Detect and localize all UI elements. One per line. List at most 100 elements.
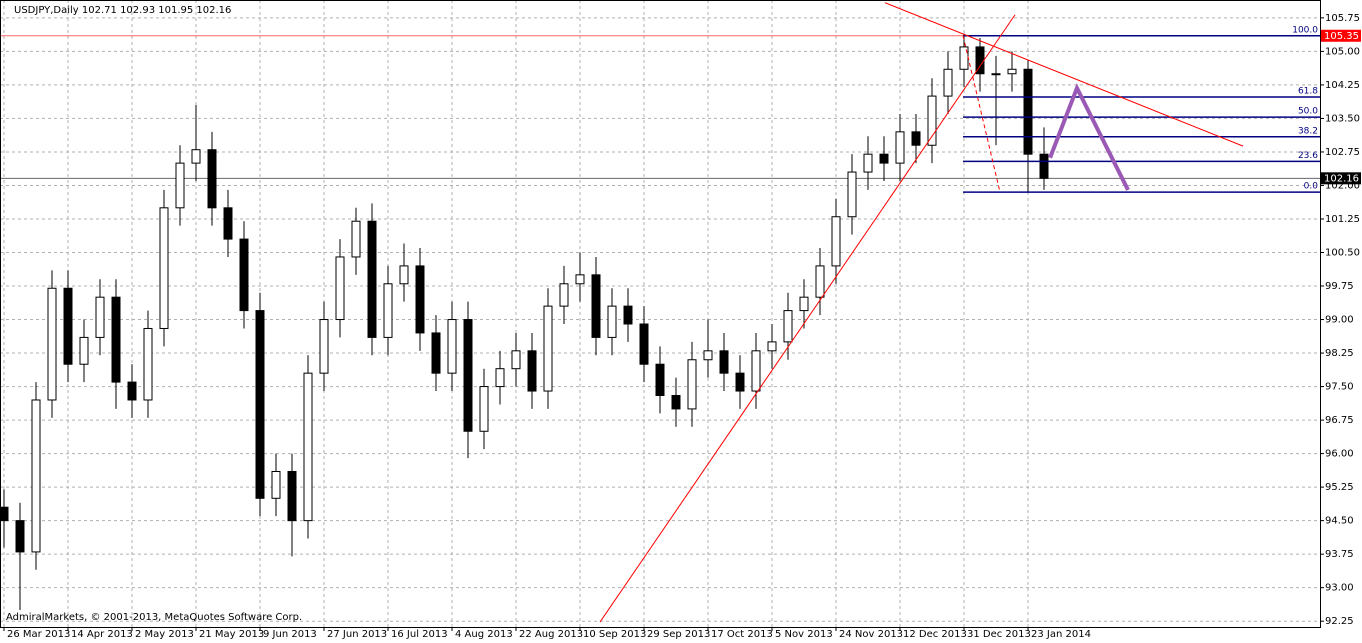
y-tick-label: 94.50	[1325, 516, 1354, 527]
candle-body	[383, 283, 393, 338]
price-label: 105.35	[1324, 31, 1359, 42]
candle-body	[351, 220, 361, 258]
x-tick-label: 17 Oct 2013	[711, 629, 773, 640]
y-tick-label: 93.00	[1325, 583, 1354, 594]
fib-label: 0.0	[1304, 182, 1319, 192]
fib-label: 50.0	[1298, 107, 1318, 117]
candle-body	[255, 310, 265, 499]
candle-body	[1039, 153, 1049, 179]
candle-body	[207, 149, 217, 209]
y-tick-label: 92.25	[1325, 616, 1354, 627]
plot-frame	[0, 0, 1321, 628]
fib-label: 61.8	[1298, 86, 1318, 96]
trend-line	[599, 14, 1016, 623]
candle-body	[511, 350, 521, 370]
candle-body	[303, 372, 313, 522]
y-tick-label: 97.50	[1325, 382, 1354, 393]
candle-body	[863, 153, 873, 173]
y-tick-label: 96.00	[1325, 449, 1354, 460]
y-tick-label: 93.75	[1325, 549, 1354, 560]
candle-body	[559, 283, 569, 307]
candle-body	[175, 162, 185, 209]
candle-body	[783, 310, 793, 343]
candle-body	[335, 256, 345, 321]
candle-body	[607, 305, 617, 338]
y-tick-label: 102.75	[1325, 147, 1360, 158]
candle-body	[415, 265, 425, 334]
candle-body	[271, 470, 281, 499]
fib-label: 23.6	[1298, 151, 1318, 161]
candle-body	[319, 319, 329, 374]
price-label-box	[1321, 29, 1361, 42]
candle-body	[127, 381, 137, 401]
candle-body	[63, 287, 73, 365]
candle-body	[31, 399, 41, 553]
candle-body	[543, 305, 553, 392]
candle-body	[95, 296, 105, 338]
trend-line	[962, 35, 1001, 193]
candle-body	[847, 171, 857, 218]
x-tick-label: 2 May 2013	[135, 629, 194, 640]
watermark: AdmiralMarkets, © 2001-2013, MetaQuotes …	[6, 612, 302, 623]
candle-body	[767, 341, 777, 352]
candle-body	[623, 305, 633, 325]
x-tick-label: 10 Sep 2013	[583, 629, 646, 640]
y-tick-label: 96.75	[1325, 415, 1354, 426]
candle-body	[703, 350, 713, 361]
candle-body	[655, 363, 665, 397]
candle-body	[895, 131, 905, 164]
x-tick-label: 24 Nov 2013	[839, 629, 903, 640]
plot-layer: 100.0 61.8 50.0 38.2 23.6 0.0	[0, 2, 1324, 631]
fib-label: 100.0	[1292, 25, 1318, 35]
y-tick-label: 99.00	[1325, 315, 1354, 326]
candle-body	[639, 323, 649, 365]
x-tick-label: 23 Jan 2014	[1031, 629, 1091, 640]
candle-body	[479, 386, 489, 432]
x-tick-label: 26 Mar 2013	[7, 629, 70, 640]
x-tick-label: 5 Nov 2013	[775, 629, 833, 640]
chart-title: USDJPY,Daily 102.71 102.93 101.95 102.16	[14, 5, 231, 16]
x-tick-label: 31 Dec 2013	[967, 629, 1031, 640]
candle-body	[223, 207, 233, 240]
candle-body	[591, 274, 601, 338]
candle-body	[1023, 68, 1033, 155]
y-tick-label: 98.25	[1325, 348, 1354, 359]
x-tick-label: 12 Dec 2013	[903, 629, 967, 640]
y-tick-label: 100.50	[1325, 247, 1360, 258]
candle-body	[735, 372, 745, 392]
candle-body	[463, 319, 473, 432]
trend-line	[884, 2, 1244, 147]
y-tick-label: 101.25	[1325, 214, 1360, 225]
x-tick-label: 29 Sep 2013	[647, 629, 710, 640]
candle-body	[719, 350, 729, 374]
candle-body	[671, 395, 681, 410]
candle-body	[991, 73, 1001, 76]
candle-body	[367, 220, 377, 338]
candle-body	[47, 287, 57, 401]
candle-body	[575, 274, 585, 285]
y-tick-label: 103.50	[1325, 113, 1360, 124]
candle-body	[751, 350, 761, 392]
candle-body	[239, 238, 249, 312]
y-tick-label: 95.25	[1325, 482, 1354, 493]
candle-body	[495, 368, 505, 388]
x-tick-label: 14 Apr 2013	[71, 629, 133, 640]
candle-body	[1007, 68, 1017, 75]
x-tick-label: 9 Jun 2013	[263, 629, 317, 640]
candle-body	[0, 506, 9, 522]
y-tick-label: 104.25	[1325, 80, 1360, 91]
candle-body	[879, 153, 889, 164]
candle-body	[159, 207, 169, 329]
candle-body	[287, 470, 297, 522]
candle-body	[799, 296, 809, 312]
candle-body	[143, 327, 153, 401]
candle-body	[687, 359, 697, 410]
trend-line	[1048, 83, 1130, 191]
y-tick-label: 102.00	[1325, 180, 1360, 191]
x-tick-label: 4 Aug 2013	[455, 629, 513, 640]
x-tick-label: 22 Aug 2013	[519, 629, 583, 640]
fib-label: 38.2	[1298, 126, 1318, 136]
candle-body	[527, 350, 537, 392]
candle-body	[15, 520, 25, 553]
